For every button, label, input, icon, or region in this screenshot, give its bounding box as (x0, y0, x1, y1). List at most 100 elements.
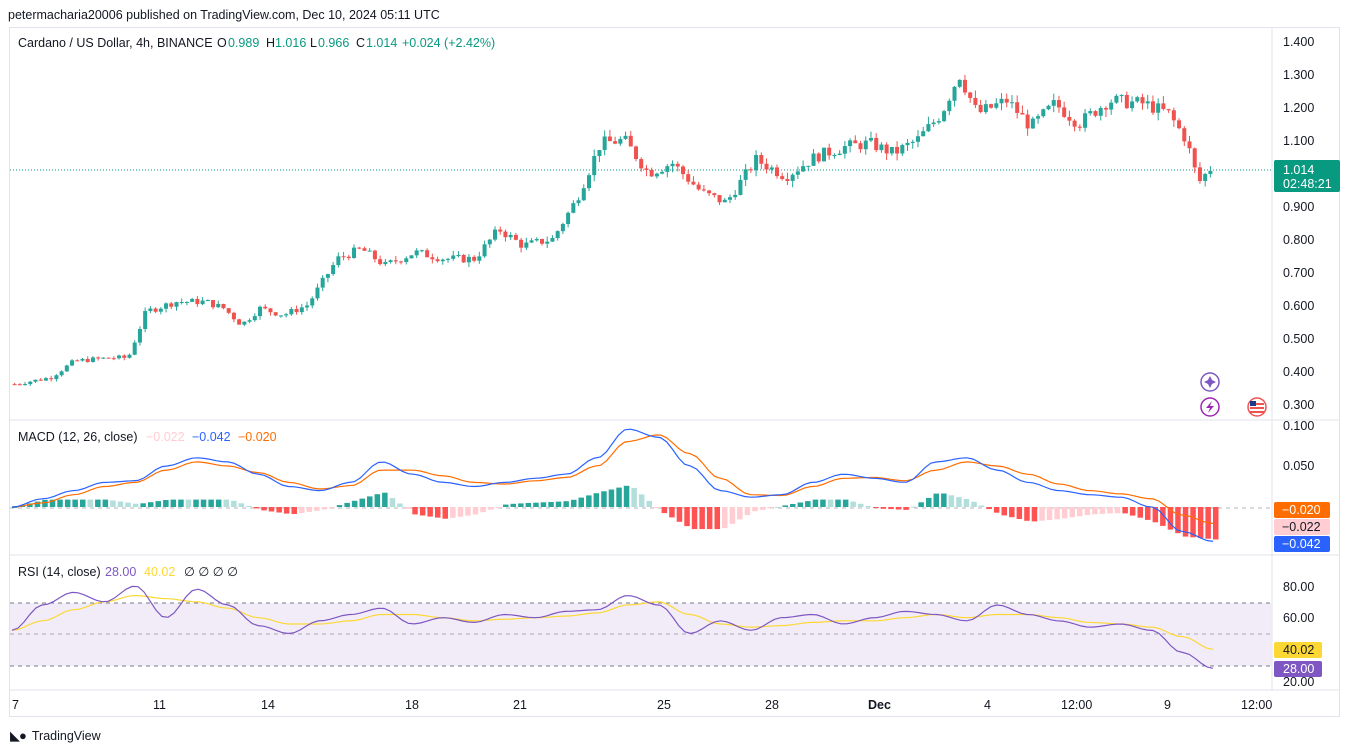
candle-body[interactable] (399, 261, 404, 263)
candle-body[interactable] (680, 166, 686, 175)
sparkle-icon[interactable] (1200, 372, 1220, 392)
macd-badge-line[interactable] (1274, 536, 1330, 552)
candle-body[interactable] (1046, 105, 1051, 110)
candle-body[interactable] (273, 312, 278, 316)
candle-body[interactable] (868, 137, 873, 141)
candle-body[interactable] (310, 298, 315, 306)
candle-body[interactable] (64, 365, 69, 372)
candle-body[interactable] (419, 250, 424, 252)
candle-body[interactable] (1208, 170, 1213, 174)
rsi-badge-ma[interactable] (1274, 642, 1322, 658)
candle-body[interactable] (383, 261, 388, 265)
candle-body[interactable] (712, 193, 717, 196)
candle-body[interactable] (174, 302, 179, 307)
candle-body[interactable] (503, 231, 508, 238)
candle-body[interactable] (879, 144, 884, 151)
candle-body[interactable] (148, 308, 153, 312)
candle-body[interactable] (336, 256, 341, 266)
candle-body[interactable] (566, 212, 571, 225)
candle-body[interactable] (12, 384, 17, 386)
candle-body[interactable] (111, 358, 116, 360)
candle-body[interactable] (874, 137, 879, 151)
candle-body[interactable] (1093, 111, 1098, 116)
candle-body[interactable] (461, 254, 466, 263)
candle-body[interactable] (962, 79, 967, 93)
candle-body[interactable] (738, 179, 743, 195)
candle-body[interactable] (435, 259, 440, 262)
candle-body[interactable] (1140, 97, 1145, 104)
candle-body[interactable] (38, 379, 43, 381)
candle-body[interactable] (1145, 101, 1150, 104)
candle-body[interactable] (357, 247, 362, 249)
candle-body[interactable] (127, 354, 132, 358)
candle-body[interactable] (1088, 111, 1093, 114)
candle-body[interactable] (581, 188, 586, 201)
candle-body[interactable] (707, 190, 712, 194)
candle-body[interactable] (670, 163, 675, 167)
candle-body[interactable] (801, 166, 806, 172)
candle-body[interactable] (895, 146, 900, 154)
candle-body[interactable] (754, 154, 759, 171)
rsi-ma-line[interactable] (11, 594, 1214, 650)
candle-body[interactable] (341, 256, 346, 258)
candle-body[interactable] (863, 140, 868, 150)
candle-body[interactable] (80, 358, 85, 361)
candle-body[interactable] (968, 92, 973, 98)
candle-body[interactable] (1203, 173, 1208, 182)
candle-body[interactable] (957, 79, 962, 87)
candle-body[interactable] (989, 104, 994, 108)
candle-body[interactable] (1025, 114, 1030, 129)
candle-body[interactable] (926, 124, 931, 132)
candle-body[interactable] (628, 135, 633, 147)
candle-body[interactable] (999, 98, 1004, 104)
candle-body[interactable] (774, 167, 779, 177)
candle-body[interactable] (1177, 120, 1182, 129)
candle-body[interactable] (1171, 110, 1176, 121)
candle-body[interactable] (106, 357, 111, 359)
candle-body[interactable] (654, 173, 659, 177)
candle-body[interactable] (252, 316, 257, 321)
candle-body[interactable] (764, 163, 769, 170)
candle-body[interactable] (821, 147, 826, 162)
candle-body[interactable] (1077, 126, 1082, 128)
candle-body[interactable] (639, 159, 644, 169)
candle-body[interactable] (1015, 102, 1020, 113)
candle-body[interactable] (446, 258, 451, 260)
candle-body[interactable] (696, 184, 701, 190)
macd-line[interactable] (11, 428, 1214, 542)
candle-body[interactable] (1114, 95, 1119, 103)
candle-body[interactable] (1009, 102, 1014, 104)
candle-body[interactable] (884, 144, 889, 154)
candle-body[interactable] (1083, 113, 1088, 128)
candle-body[interactable] (722, 199, 727, 203)
candle-body[interactable] (289, 308, 294, 315)
candle-body[interactable] (795, 171, 800, 175)
candle-body[interactable] (393, 260, 398, 262)
candlestick-series[interactable] (12, 74, 1213, 386)
candle-body[interactable] (576, 200, 581, 204)
candle-body[interactable] (325, 274, 330, 278)
candle-body[interactable] (331, 265, 336, 275)
candle-body[interactable] (529, 240, 534, 243)
candle-body[interactable] (294, 308, 299, 313)
candle-body[interactable] (1197, 167, 1202, 182)
candle-body[interactable] (305, 305, 310, 308)
candle-body[interactable] (994, 103, 999, 108)
candle-body[interactable] (586, 175, 592, 189)
candle-body[interactable] (1150, 101, 1155, 113)
candle-body[interactable] (519, 239, 524, 248)
candle-body[interactable] (487, 239, 492, 245)
candle-body[interactable] (560, 224, 565, 232)
candle-body[interactable] (456, 254, 461, 256)
candle-body[interactable] (179, 302, 184, 304)
last-price-badge[interactable] (1274, 160, 1340, 192)
rsi-line[interactable] (11, 585, 1214, 669)
candle-body[interactable] (184, 301, 189, 303)
candle-body[interactable] (597, 150, 602, 157)
candle-body[interactable] (524, 242, 529, 248)
candle-body[interactable] (263, 306, 268, 309)
candle-body[interactable] (101, 357, 106, 359)
candle-body[interactable] (117, 355, 122, 359)
candle-body[interactable] (623, 135, 628, 139)
candle-body[interactable] (96, 357, 101, 359)
